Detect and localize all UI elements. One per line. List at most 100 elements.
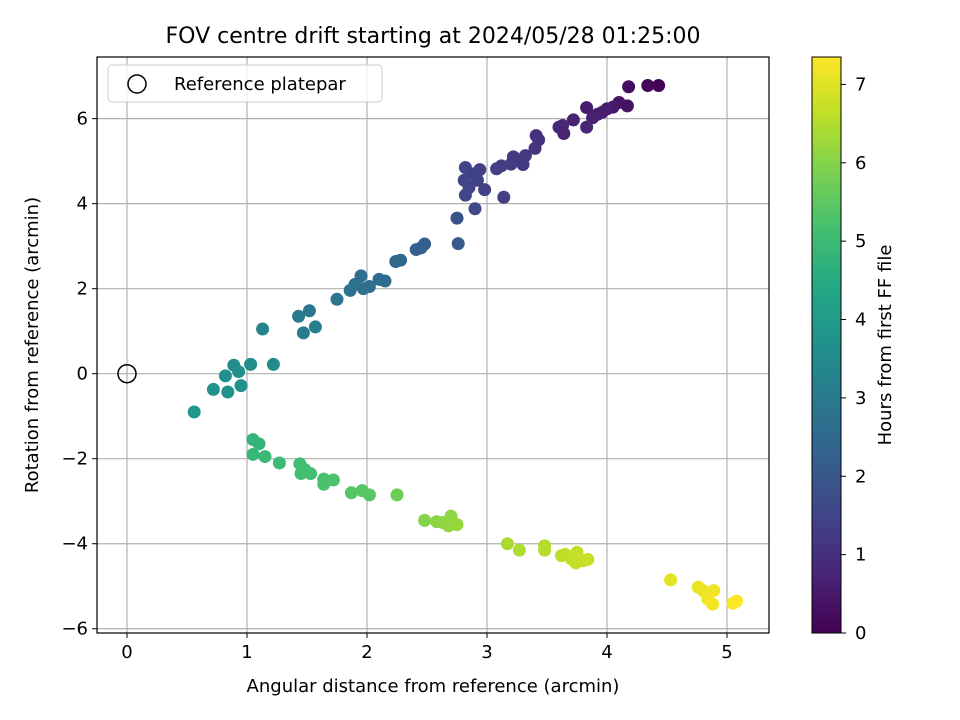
colorbar-tick-label: 5 <box>855 231 866 252</box>
y-tick-label: 4 <box>77 194 88 215</box>
data-point <box>308 320 322 334</box>
y-tick-label: −2 <box>61 449 88 470</box>
x-tick-label: 3 <box>481 642 492 663</box>
data-point <box>504 157 518 171</box>
data-point <box>304 467 318 481</box>
data-point <box>641 78 655 92</box>
data-point <box>478 183 492 197</box>
data-point <box>266 357 280 371</box>
data-point <box>664 573 678 587</box>
colorbar-label: Hours from first FF file <box>875 245 896 446</box>
data-point <box>581 552 595 566</box>
colorbar: 0 1 2 3 4 5 6 7 Hours from first FF file <box>811 56 896 644</box>
data-point <box>187 405 201 419</box>
x-axis-label: Angular distance from reference (arcmin) <box>247 676 620 697</box>
data-point <box>457 173 471 187</box>
data-point <box>497 190 511 204</box>
y-tick-label: −6 <box>61 619 88 640</box>
data-point <box>516 158 530 172</box>
legend-box <box>107 64 383 103</box>
data-point <box>389 254 403 268</box>
legend-marker-open-circle <box>127 74 147 94</box>
colorbar-gradient <box>811 56 842 634</box>
data-point <box>706 597 720 611</box>
data-point <box>622 80 636 94</box>
x-tick-label: 5 <box>721 642 732 663</box>
data-point <box>569 556 583 570</box>
data-point <box>296 326 310 340</box>
x-tick-label: 2 <box>361 642 372 663</box>
data-point <box>451 237 465 251</box>
data-point <box>344 486 358 500</box>
grid-x <box>126 57 728 633</box>
x-tick-label: 4 <box>601 642 612 663</box>
data-point <box>221 385 235 399</box>
legend-entry-reference-platepar: Reference platepar <box>174 74 346 95</box>
data-point <box>244 357 258 371</box>
data-point <box>418 513 432 527</box>
data-point <box>566 113 580 127</box>
data-point <box>538 543 552 557</box>
data-points <box>187 78 744 611</box>
colorbar-tick-label: 7 <box>855 74 866 95</box>
colorbar-tick-label: 0 <box>855 623 866 644</box>
data-point <box>580 101 594 115</box>
data-point <box>317 477 331 491</box>
data-point <box>362 488 376 502</box>
data-point <box>258 450 272 464</box>
data-point <box>468 202 482 216</box>
data-point <box>330 292 344 306</box>
reference-point <box>117 363 137 384</box>
plot-area: 0 1 2 3 4 5 −6 −4 −2 0 2 4 6 <box>61 56 770 663</box>
grid-y <box>97 118 769 630</box>
data-point <box>620 99 634 113</box>
x-tick-label: 1 <box>241 642 252 663</box>
data-point <box>272 456 286 470</box>
data-point <box>450 211 464 225</box>
colorbar-tick-label: 1 <box>855 545 866 566</box>
data-point <box>580 120 594 134</box>
colorbar-tick-label: 6 <box>855 153 866 174</box>
data-point <box>302 304 316 318</box>
data-point <box>206 382 220 396</box>
data-point <box>390 488 404 502</box>
legend: Reference platepar <box>107 64 383 103</box>
data-point <box>500 537 514 551</box>
data-point <box>409 243 423 257</box>
data-point <box>252 437 266 451</box>
plot-background <box>97 57 769 633</box>
data-point <box>450 518 464 532</box>
data-point <box>343 283 357 297</box>
data-point <box>557 127 571 141</box>
colorbar-tick-label: 3 <box>855 388 866 409</box>
data-point <box>294 467 308 481</box>
y-tick-label: 2 <box>77 279 88 300</box>
data-point <box>218 369 232 383</box>
colorbar-tick-label: 4 <box>855 310 866 331</box>
y-axis-label: Rotation from reference (arcmin) <box>22 197 43 493</box>
data-point <box>490 162 504 176</box>
data-point <box>470 173 484 187</box>
data-point <box>232 365 246 379</box>
y-axis-ticks: −6 −4 −2 0 2 4 6 <box>61 109 97 640</box>
y-tick-label: −4 <box>61 534 88 555</box>
data-point <box>512 543 526 557</box>
x-tick-label: 0 <box>121 642 132 663</box>
chart-title: FOV centre drift starting at 2024/05/28 … <box>166 24 701 49</box>
data-point <box>256 322 270 336</box>
data-point <box>730 594 744 608</box>
plot-frame <box>96 56 770 634</box>
colorbar-ticks: 0 1 2 3 4 5 6 7 <box>841 74 866 644</box>
data-point <box>528 141 542 155</box>
data-point <box>372 272 386 286</box>
data-point <box>652 78 666 92</box>
y-tick-label: 6 <box>77 109 88 130</box>
data-point <box>246 447 260 461</box>
y-tick-label: 0 <box>77 364 88 385</box>
x-axis-ticks: 0 1 2 3 4 5 <box>121 633 733 663</box>
colorbar-tick-label: 2 <box>855 466 866 487</box>
data-point <box>234 379 248 393</box>
data-point <box>458 188 472 202</box>
data-point <box>586 111 600 125</box>
